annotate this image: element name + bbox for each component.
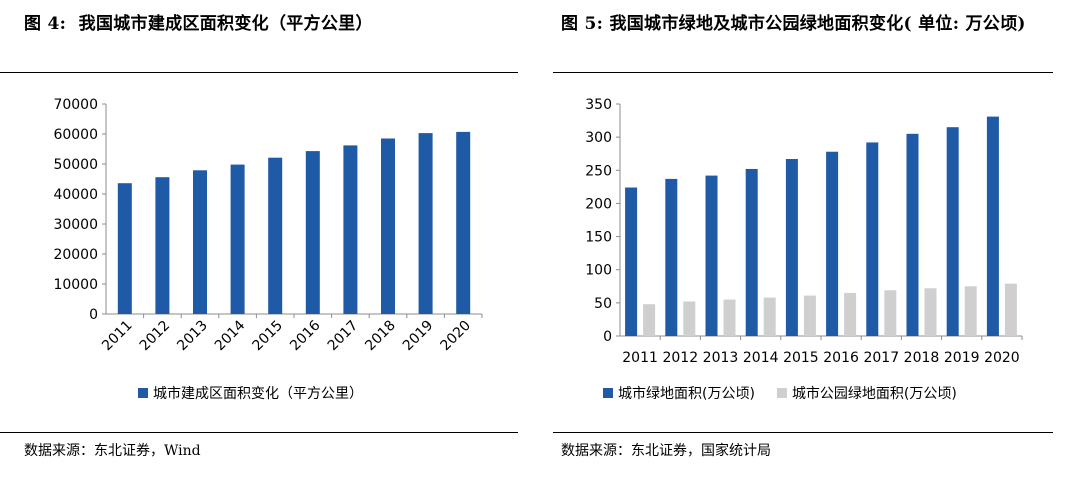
figure-4-source: 数据来源：东北证券，Wind: [24, 443, 201, 459]
x-tick-label: 2016: [823, 350, 859, 366]
bar-2014-series-2: [763, 297, 776, 336]
bar-2019-series-2: [964, 286, 977, 336]
bar-2013-series-1: [193, 170, 207, 314]
y-tick-label: 20000: [53, 247, 98, 263]
x-tick-label: 2015: [250, 318, 287, 355]
x-tick-label: 2011: [99, 318, 136, 355]
figure-4-panel: 图 4: 我国城市建成区面积变化（平方公里） 0 10000 20000 30000 4…: [0, 0, 520, 487]
figure-4-top-rule: [0, 72, 518, 73]
y-tick-label: 350: [585, 97, 612, 113]
y-tick-label: 50: [594, 296, 612, 312]
y-tick-label: 300: [585, 130, 612, 146]
figure-5-title: 图 5: 我国城市绿地及城市公园绿地面积变化( 单位: 万公顷): [561, 14, 1026, 34]
legend-label-series-1: 城市建成区面积变化（平方公里）: [153, 385, 363, 402]
bar-2018-series-1: [381, 138, 395, 314]
bar-2012-series-1: [665, 178, 678, 336]
bar-2017-series-1: [343, 145, 358, 314]
legend-swatch-series-2: [776, 388, 787, 398]
figure-5-bottom-rule: [553, 432, 1053, 433]
x-tick-label: 2012: [662, 350, 698, 366]
bar-2013-series-2: [723, 299, 736, 336]
y-tick-label: 50000: [53, 157, 98, 173]
bar-2017-series-2: [884, 290, 897, 336]
x-tick-label: 2017: [325, 318, 362, 355]
x-tick-label: 2013: [703, 350, 739, 366]
y-tick-label: 200: [585, 196, 612, 212]
x-tick-label: 2016: [287, 317, 324, 354]
x-tick-label: 2019: [400, 318, 437, 355]
bar-2011-series-1: [625, 187, 638, 336]
y-tick-label: 0: [603, 329, 612, 345]
bar-2019-series-1: [418, 133, 433, 314]
bar-2014-series-1: [230, 164, 245, 314]
figure-5-top-rule: [553, 72, 1053, 73]
bar-2018-series-2: [924, 288, 937, 336]
figure-4-title: 图 4: 我国城市建成区面积变化（平方公里）: [24, 14, 373, 34]
y-tick-label: 70000: [53, 97, 98, 113]
figure-4-bottom-rule: [0, 432, 518, 433]
x-tick-label: 2019: [944, 350, 980, 366]
bar-2017-series-1: [866, 142, 879, 336]
x-tick-label: 2012: [137, 318, 174, 355]
figure-4-chart: 0 10000 20000 30000 40000 50000 60000 70000 2011…: [53, 97, 483, 402]
x-tick-label: 2014: [212, 317, 249, 354]
legend-swatch-series-1: [138, 388, 148, 398]
bar-2014-series-1: [745, 168, 758, 336]
bar-2016-series-1: [826, 151, 839, 336]
bar-2012-series-1: [155, 177, 170, 314]
y-tick-label: 10000: [53, 277, 98, 293]
y-tick-label: 250: [585, 163, 612, 179]
legend-label-series-2: 城市公园绿地面积(万公顷): [792, 385, 957, 402]
bar-2018-series-1: [906, 133, 919, 336]
y-tick-label: 30000: [53, 217, 98, 233]
bar-2020-series-2: [1004, 283, 1017, 336]
x-tick-label: 2013: [174, 318, 211, 355]
y-tick-label: 150: [585, 230, 612, 246]
bar-2015-series-2: [803, 295, 816, 336]
legend-label-series-1: 城市绿地面积(万公顷): [618, 385, 755, 402]
x-tick-label: 2020: [438, 318, 475, 355]
bar-2013-series-1: [705, 175, 718, 336]
bar-2016-series-1: [305, 151, 320, 314]
bar-2011-series-2: [643, 304, 656, 336]
bar-2012-series-2: [683, 301, 696, 336]
bar-2019-series-1: [946, 127, 959, 336]
y-tick-label: 40000: [53, 187, 98, 203]
bar-2016-series-2: [844, 292, 857, 336]
bar-2020-series-1: [456, 131, 471, 314]
bar-2020-series-1: [986, 116, 999, 336]
bar-2011-series-1: [117, 183, 132, 314]
figure-5-source: 数据来源：东北证券，国家统计局: [561, 443, 771, 459]
x-tick-label: 2017: [863, 350, 899, 366]
bar-2015-series-1: [785, 159, 798, 336]
x-tick-label: 2018: [362, 318, 399, 355]
x-tick-label: 2015: [783, 350, 819, 366]
y-tick-label: 0: [89, 307, 98, 323]
x-tick-label: 2020: [984, 350, 1020, 366]
figure-5-panel: 图 5: 我国城市绿地及城市公园绿地面积变化( 单位: 万公顷) 0 50 100 1…: [553, 0, 1081, 487]
x-tick-label: 2018: [904, 350, 940, 366]
bar-2015-series-1: [268, 157, 283, 314]
x-tick-label: 2011: [622, 350, 658, 366]
legend-swatch-series-1: [603, 388, 613, 398]
y-tick-label: 100: [585, 263, 612, 279]
y-tick-label: 60000: [53, 127, 98, 143]
x-tick-label: 2014: [743, 350, 779, 366]
